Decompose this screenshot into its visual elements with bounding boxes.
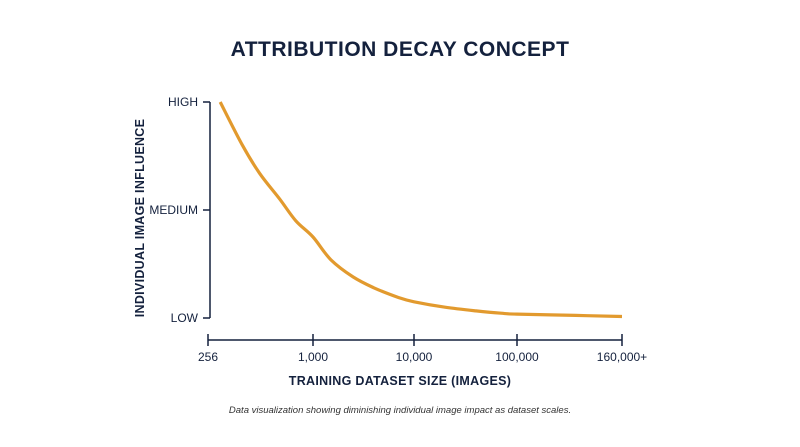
- y-tick-label: LOW: [171, 311, 199, 325]
- y-tick-label: MEDIUM: [149, 203, 198, 217]
- x-tick-label: 256: [198, 350, 218, 364]
- x-tick-label: 100,000: [495, 350, 539, 364]
- x-tick-label: 1,000: [298, 350, 328, 364]
- x-axis-label: TRAINING DATASET SIZE (IMAGES): [288, 374, 512, 388]
- series-line: [218, 101, 623, 319]
- chart-caption: Data visualization showing diminishing i…: [228, 405, 572, 416]
- x-tick-label: 10,000: [396, 350, 433, 364]
- y-tick-label: HIGH: [168, 95, 198, 109]
- chart-title: ATTRIBUTION DECAY CONCEPT: [230, 38, 570, 61]
- x-tick-label: 160,000+: [597, 350, 647, 364]
